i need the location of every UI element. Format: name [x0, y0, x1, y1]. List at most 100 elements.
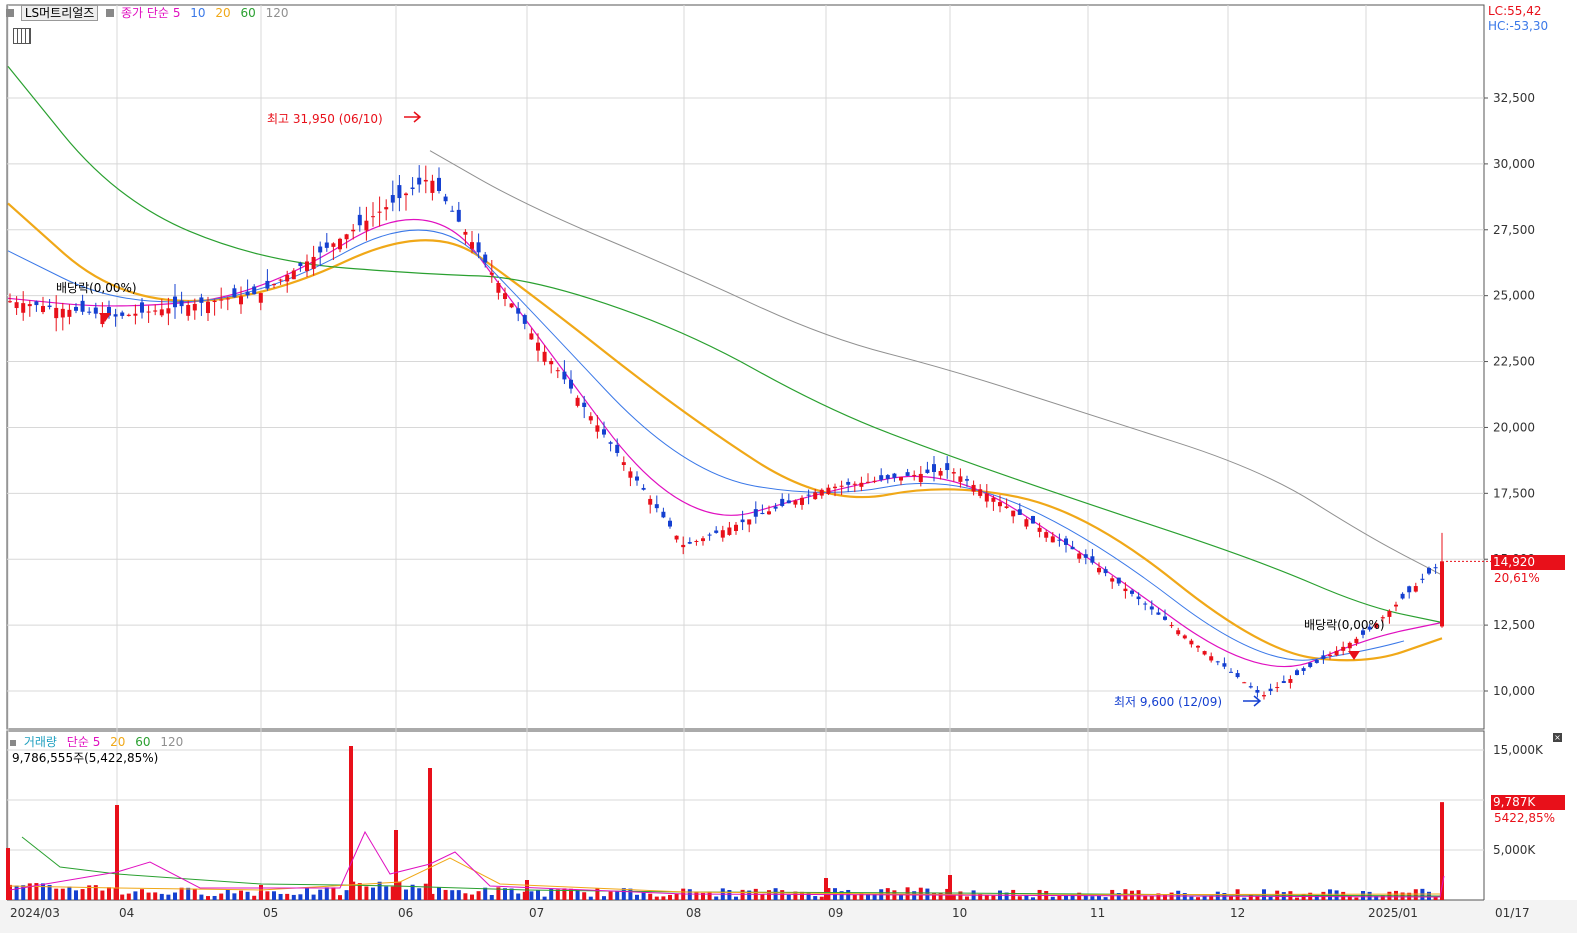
- volume-bar: [852, 894, 857, 900]
- volume-bar: [621, 888, 626, 900]
- candle-body: [126, 314, 131, 316]
- candle-body: [1044, 532, 1049, 538]
- low-annotation: 최저 9,600 (12/09): [1114, 695, 1223, 709]
- volume-bar: [582, 892, 587, 900]
- volume-bar: [41, 883, 45, 900]
- candle-body: [265, 280, 270, 289]
- volume-bar: [1248, 894, 1253, 900]
- candle-body: [450, 210, 455, 212]
- candle-body: [1281, 681, 1286, 684]
- candle-body: [470, 242, 474, 249]
- current-volume-change: 5422,85%: [1494, 811, 1556, 825]
- candle-body: [1407, 586, 1412, 593]
- candle-body: [1116, 577, 1121, 584]
- volume-bar: [159, 893, 164, 900]
- candle-body: [701, 538, 705, 542]
- volume-bar: [562, 888, 567, 900]
- candle-body: [687, 542, 692, 544]
- candle-body: [1222, 663, 1227, 667]
- candle-body: [1011, 510, 1016, 517]
- candle-body: [1090, 556, 1095, 563]
- candle-body: [780, 498, 785, 506]
- volume-bar: [714, 896, 719, 900]
- candle-body: [93, 307, 98, 314]
- candle-body: [476, 242, 481, 253]
- volume-bar: [588, 896, 593, 900]
- volume-bar: [615, 891, 620, 900]
- volume-bar: [522, 891, 527, 900]
- candle-body: [932, 464, 936, 472]
- candle-body: [1123, 588, 1128, 592]
- table-icon[interactable]: [13, 28, 31, 44]
- price-tick-label: 25,000: [1493, 289, 1535, 303]
- candle-body: [740, 519, 745, 523]
- candle-body: [206, 301, 210, 314]
- x-tick-label: 2025/01: [1368, 906, 1418, 920]
- candle-body: [866, 481, 870, 483]
- candle-body: [351, 229, 356, 232]
- candle-body: [648, 498, 653, 505]
- candle-body: [344, 234, 349, 240]
- candle-body: [410, 187, 415, 190]
- volume-bar: [1097, 895, 1101, 900]
- candle-body: [1235, 673, 1240, 678]
- dividend-marker-1: [99, 313, 111, 322]
- candle-body: [1275, 687, 1280, 689]
- candle-body: [272, 284, 276, 286]
- candle-body: [971, 484, 976, 492]
- volume-bar: [67, 886, 72, 900]
- x-tick-label: 12: [1230, 906, 1245, 920]
- candle-body: [753, 509, 758, 517]
- stock-name[interactable]: LS머트리얼즈: [20, 5, 99, 21]
- volume-bar: [496, 887, 501, 900]
- volume-bar: [318, 889, 323, 900]
- candle-body: [760, 512, 765, 515]
- close-pane-icon[interactable]: ×: [1553, 733, 1562, 742]
- volume-bar: [1083, 894, 1088, 900]
- volume-bar: [707, 891, 712, 900]
- volume-bar: [839, 891, 844, 900]
- volume-bar: [272, 891, 276, 900]
- volume-bar: [608, 891, 613, 900]
- candle-body: [54, 307, 59, 319]
- volume-bar: [793, 891, 798, 900]
- volume-bar: [1017, 896, 1022, 900]
- candle-body: [212, 300, 217, 303]
- volume-bar: [641, 892, 646, 900]
- candle-body: [727, 527, 732, 535]
- x-tick-label: 09: [828, 906, 843, 920]
- candle-body: [179, 300, 184, 307]
- candle-body: [1229, 671, 1233, 673]
- candle-body: [1017, 509, 1022, 515]
- volume-average-lines: [9, 830, 1445, 898]
- candle-body: [371, 216, 375, 218]
- x-tick-label: 05: [263, 906, 278, 920]
- volume-bar: [120, 894, 125, 900]
- volume-bar: [245, 891, 250, 900]
- volume-bar: [1202, 896, 1207, 900]
- candle-body: [912, 474, 917, 476]
- candle-body: [674, 535, 679, 540]
- volume-bar: [1103, 897, 1108, 900]
- volume-bar: [1314, 895, 1319, 900]
- volume-bar: [186, 887, 191, 900]
- candle-body: [569, 379, 573, 389]
- candle-body: [1262, 695, 1266, 697]
- candle-body: [1070, 546, 1075, 550]
- volume-bar: [555, 889, 560, 900]
- volume-bar: [951, 895, 956, 900]
- ma120-label: 120: [265, 6, 289, 20]
- candle-body: [694, 540, 699, 542]
- hc-value: HC:-53,30: [1488, 19, 1549, 33]
- candle-body: [1413, 586, 1418, 592]
- candle-body: [806, 494, 811, 496]
- candle-body: [1130, 590, 1134, 594]
- volume-bar: [463, 893, 468, 900]
- volume-bar: [569, 888, 573, 900]
- high-arrow: [404, 111, 422, 123]
- candle-body: [192, 303, 197, 311]
- candle-body: [1083, 554, 1088, 558]
- candle-body: [522, 315, 527, 324]
- volume-bar: [1374, 895, 1379, 900]
- volume-bar: [437, 887, 441, 900]
